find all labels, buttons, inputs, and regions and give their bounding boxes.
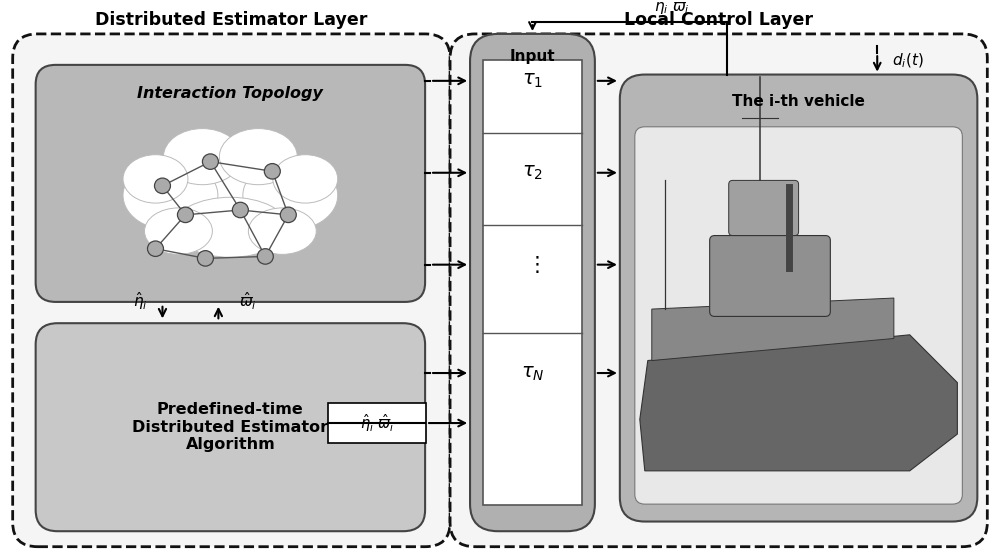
Ellipse shape [219,129,297,184]
FancyBboxPatch shape [710,235,830,316]
FancyBboxPatch shape [483,60,582,505]
Text: Predefined-time
Distributed Estimator
Algorithm: Predefined-time Distributed Estimator Al… [132,402,328,452]
Text: $\hat{\eta}_i$: $\hat{\eta}_i$ [133,290,148,312]
Text: $\hat{\eta}_i\ \hat{\varpi}_i$: $\hat{\eta}_i\ \hat{\varpi}_i$ [360,412,395,434]
FancyBboxPatch shape [635,127,962,504]
Text: Input: Input [510,49,555,64]
Polygon shape [640,335,957,471]
Ellipse shape [153,142,308,239]
Polygon shape [652,298,894,361]
Circle shape [177,207,193,222]
Ellipse shape [173,197,288,257]
Circle shape [197,250,213,266]
FancyBboxPatch shape [36,323,425,531]
FancyBboxPatch shape [470,34,595,531]
Circle shape [147,241,163,257]
Text: $\vdots$: $\vdots$ [526,254,539,275]
Ellipse shape [123,160,218,230]
Text: Local Control Layer: Local Control Layer [624,11,813,29]
Circle shape [154,178,170,193]
Ellipse shape [123,155,188,203]
Ellipse shape [273,155,338,203]
Text: $\eta_i\ \varpi_i$: $\eta_i\ \varpi_i$ [654,1,690,17]
Text: $\tau_1$: $\tau_1$ [522,72,543,91]
Circle shape [202,154,218,169]
Circle shape [257,249,273,264]
Ellipse shape [144,208,212,254]
FancyBboxPatch shape [620,74,977,522]
Text: Distributed Estimator Layer: Distributed Estimator Layer [95,11,368,29]
Ellipse shape [243,160,338,230]
FancyBboxPatch shape [328,402,426,443]
Circle shape [232,202,248,218]
Text: Interaction Topology: Interaction Topology [137,86,323,101]
Ellipse shape [163,129,241,184]
FancyBboxPatch shape [36,65,425,302]
FancyBboxPatch shape [450,34,987,547]
Text: $\tau_N$: $\tau_N$ [521,363,544,382]
Text: $\tau_2$: $\tau_2$ [522,163,543,182]
Text: The i-th vehicle: The i-th vehicle [732,94,865,109]
Text: $d_i(t)$: $d_i(t)$ [892,52,924,70]
Text: $\hat{\varpi}_i$: $\hat{\varpi}_i$ [239,290,257,312]
FancyBboxPatch shape [729,181,799,235]
FancyBboxPatch shape [13,34,450,547]
Circle shape [264,164,280,179]
Circle shape [280,207,296,222]
Ellipse shape [248,208,316,254]
